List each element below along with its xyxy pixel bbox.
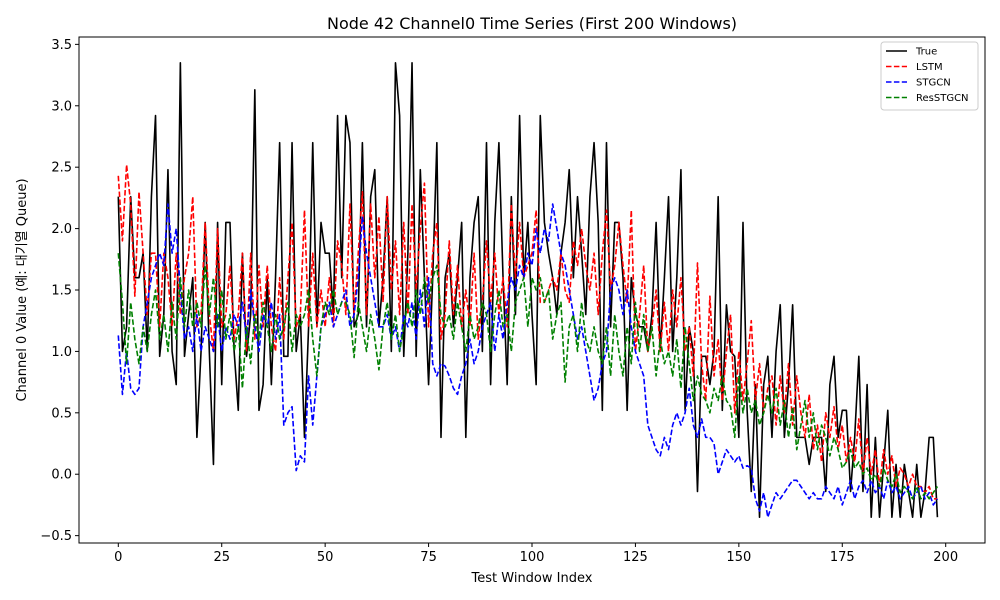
y-tick-label: 0.0 [51, 468, 72, 483]
x-tick-label: 25 [213, 550, 230, 565]
y-tick-label: 2.5 [51, 161, 72, 176]
x-tick-label: 175 [830, 550, 855, 565]
y-tick-label: 1.5 [51, 284, 72, 299]
legend: True LSTM STGCN ResSTGCN [880, 41, 979, 111]
series-layer [117, 61, 939, 519]
series-line-resstgcn [117, 253, 939, 500]
legend-label-true: True [915, 47, 937, 58]
x-tick-label: 100 [520, 550, 545, 565]
y-tick-label: 1.0 [51, 345, 72, 360]
x-tick-label: 125 [623, 550, 648, 565]
y-axis-label: Channel 0 Value (예: 대기열 Queue) [15, 178, 30, 401]
legend-box [880, 41, 979, 111]
y-tick-label: −0.5 [40, 529, 72, 544]
chart-title: Node 42 Channel0 Time Series (First 200 … [327, 14, 737, 33]
series-line-true [117, 61, 939, 519]
x-tick-label: 150 [726, 550, 751, 565]
y-tick-label: 2.0 [51, 222, 72, 237]
x-tick-label: 200 [933, 550, 958, 565]
x-tick-label: 50 [317, 550, 334, 565]
series-line-stgcn [117, 203, 939, 519]
y-tick-label: 3.5 [51, 38, 72, 53]
legend-label-stgcn: STGCN [916, 78, 951, 89]
x-tick-label: 0 [114, 550, 122, 565]
y-tick-label: 0.5 [51, 406, 72, 421]
legend-label-lstm: LSTM [916, 62, 943, 73]
series-line-lstm [117, 163, 938, 500]
x-tick-label: 75 [420, 550, 437, 565]
x-axis-label: Test Window Index [471, 571, 593, 586]
legend-label-resstgcn: ResSTGCN [916, 93, 969, 104]
y-tick-label: 3.0 [51, 99, 72, 114]
axis-layer: 0 25 50 75 100 125 150 175 200 −0.5 0.0 0.5 1.0 1.5 2.… [40, 36, 986, 565]
